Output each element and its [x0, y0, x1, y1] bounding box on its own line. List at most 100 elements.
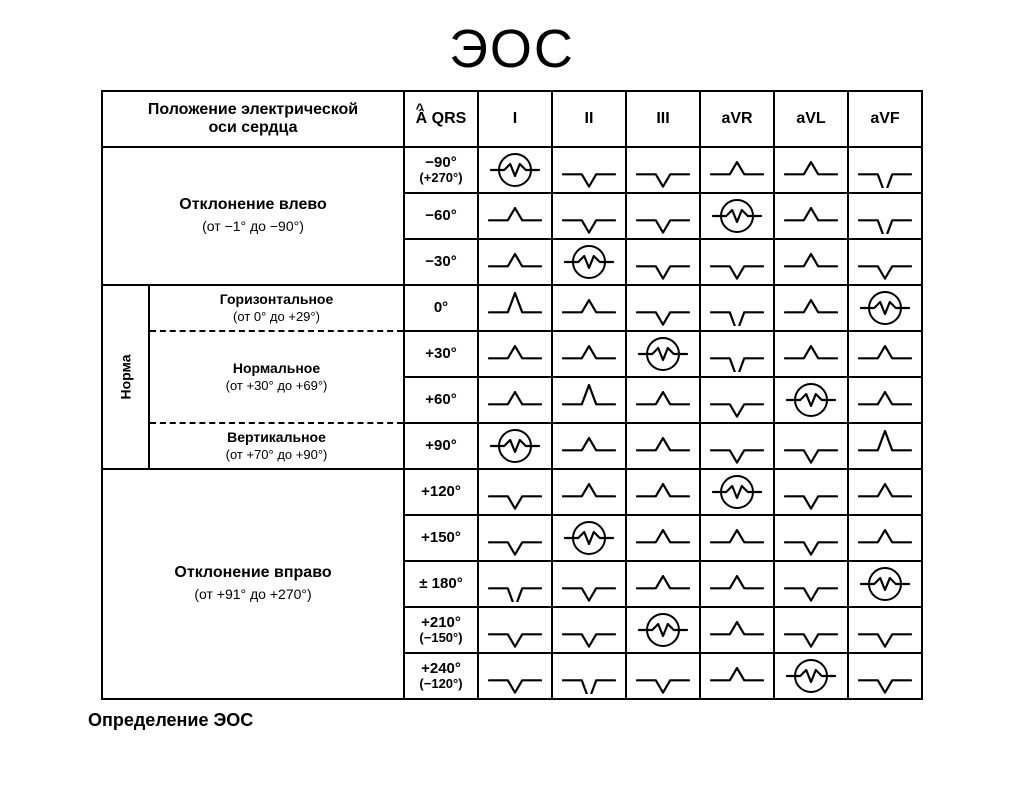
wave-cell — [478, 193, 552, 239]
group-left: Отклонение влево(от −1° до −90°) — [102, 147, 404, 285]
header-lead-avl: aVL — [774, 91, 848, 147]
wave-cell — [626, 147, 700, 193]
wave-cell — [626, 331, 700, 377]
wave-cell — [626, 423, 700, 469]
wave-cell — [700, 607, 774, 653]
wave-cell — [774, 515, 848, 561]
wave-cell — [774, 423, 848, 469]
wave-cell — [774, 469, 848, 515]
wave-cell — [848, 653, 922, 699]
angle-cell: +90° — [404, 423, 478, 469]
norm-sub-normal: Нормальное(от +30° до +69°) — [149, 331, 404, 423]
wave-cell — [700, 285, 774, 331]
wave-cell — [552, 147, 626, 193]
header-aqrs: Â QRS — [404, 91, 478, 147]
wave-cell — [774, 285, 848, 331]
wave-cell — [626, 607, 700, 653]
wave-cell — [774, 147, 848, 193]
wave-cell — [478, 653, 552, 699]
wave-cell — [626, 653, 700, 699]
page-title: ЭОС — [0, 18, 1024, 80]
wave-cell — [626, 515, 700, 561]
wave-cell — [848, 561, 922, 607]
wave-cell — [552, 515, 626, 561]
angle-cell: −90°(+270°) — [404, 147, 478, 193]
wave-cell — [848, 239, 922, 285]
wave-cell — [552, 377, 626, 423]
wave-cell — [700, 331, 774, 377]
wave-cell — [626, 285, 700, 331]
wave-cell — [478, 147, 552, 193]
wave-cell — [626, 239, 700, 285]
angle-cell: +240°(−120°) — [404, 653, 478, 699]
wave-cell — [700, 239, 774, 285]
header-lead-iii: III — [626, 91, 700, 147]
angle-cell: +120° — [404, 469, 478, 515]
header-lead-avf: aVF — [848, 91, 922, 147]
wave-cell — [848, 285, 922, 331]
wave-cell — [552, 561, 626, 607]
wave-cell — [478, 239, 552, 285]
wave-cell — [478, 515, 552, 561]
wave-cell — [700, 653, 774, 699]
wave-cell — [552, 607, 626, 653]
wave-cell — [626, 561, 700, 607]
wave-cell — [700, 147, 774, 193]
wave-cell — [478, 377, 552, 423]
wave-cell — [552, 239, 626, 285]
wave-cell — [626, 377, 700, 423]
wave-cell — [478, 331, 552, 377]
angle-cell: 0° — [404, 285, 478, 331]
wave-cell — [848, 607, 922, 653]
wave-cell — [552, 653, 626, 699]
wave-cell — [774, 239, 848, 285]
wave-cell — [774, 561, 848, 607]
wave-cell — [848, 147, 922, 193]
wave-cell — [626, 469, 700, 515]
wave-cell — [700, 561, 774, 607]
wave-cell — [848, 377, 922, 423]
wave-cell — [478, 423, 552, 469]
wave-cell — [848, 515, 922, 561]
wave-cell — [848, 423, 922, 469]
wave-cell — [478, 607, 552, 653]
header-lead-avr: aVR — [700, 91, 774, 147]
wave-cell — [774, 653, 848, 699]
wave-cell — [774, 331, 848, 377]
angle-cell: +30° — [404, 331, 478, 377]
wave-cell — [700, 377, 774, 423]
wave-cell — [700, 469, 774, 515]
wave-cell — [848, 193, 922, 239]
wave-cell — [552, 285, 626, 331]
wave-cell — [700, 423, 774, 469]
group-norm: Норма — [102, 285, 149, 469]
wave-cell — [552, 331, 626, 377]
wave-cell — [552, 469, 626, 515]
wave-cell — [774, 193, 848, 239]
wave-cell — [552, 423, 626, 469]
wave-cell — [774, 607, 848, 653]
wave-cell — [700, 515, 774, 561]
norm-sub-horizontal: Горизонтальное(от 0° до +29°) — [149, 285, 404, 331]
wave-cell — [626, 193, 700, 239]
wave-cell — [478, 469, 552, 515]
group-right: Отклонение вправо(от +91° до +270°) — [102, 469, 404, 699]
wave-cell — [774, 377, 848, 423]
angle-cell: −30° — [404, 239, 478, 285]
header-lead-ii: II — [552, 91, 626, 147]
eos-table: Положение электрической оси сердца Â QRS… — [101, 90, 923, 700]
wave-cell — [848, 469, 922, 515]
angle-cell: +150° — [404, 515, 478, 561]
wave-cell — [700, 193, 774, 239]
table-caption: Определение ЭОС — [88, 710, 1024, 731]
header-lead-i: I — [478, 91, 552, 147]
angle-cell: +210°(−150°) — [404, 607, 478, 653]
wave-cell — [552, 193, 626, 239]
wave-cell — [848, 331, 922, 377]
header-axis-position: Положение электрической оси сердца — [102, 91, 404, 147]
angle-cell: −60° — [404, 193, 478, 239]
angle-cell: +60° — [404, 377, 478, 423]
angle-cell: ± 180° — [404, 561, 478, 607]
wave-cell — [478, 561, 552, 607]
wave-cell — [478, 285, 552, 331]
